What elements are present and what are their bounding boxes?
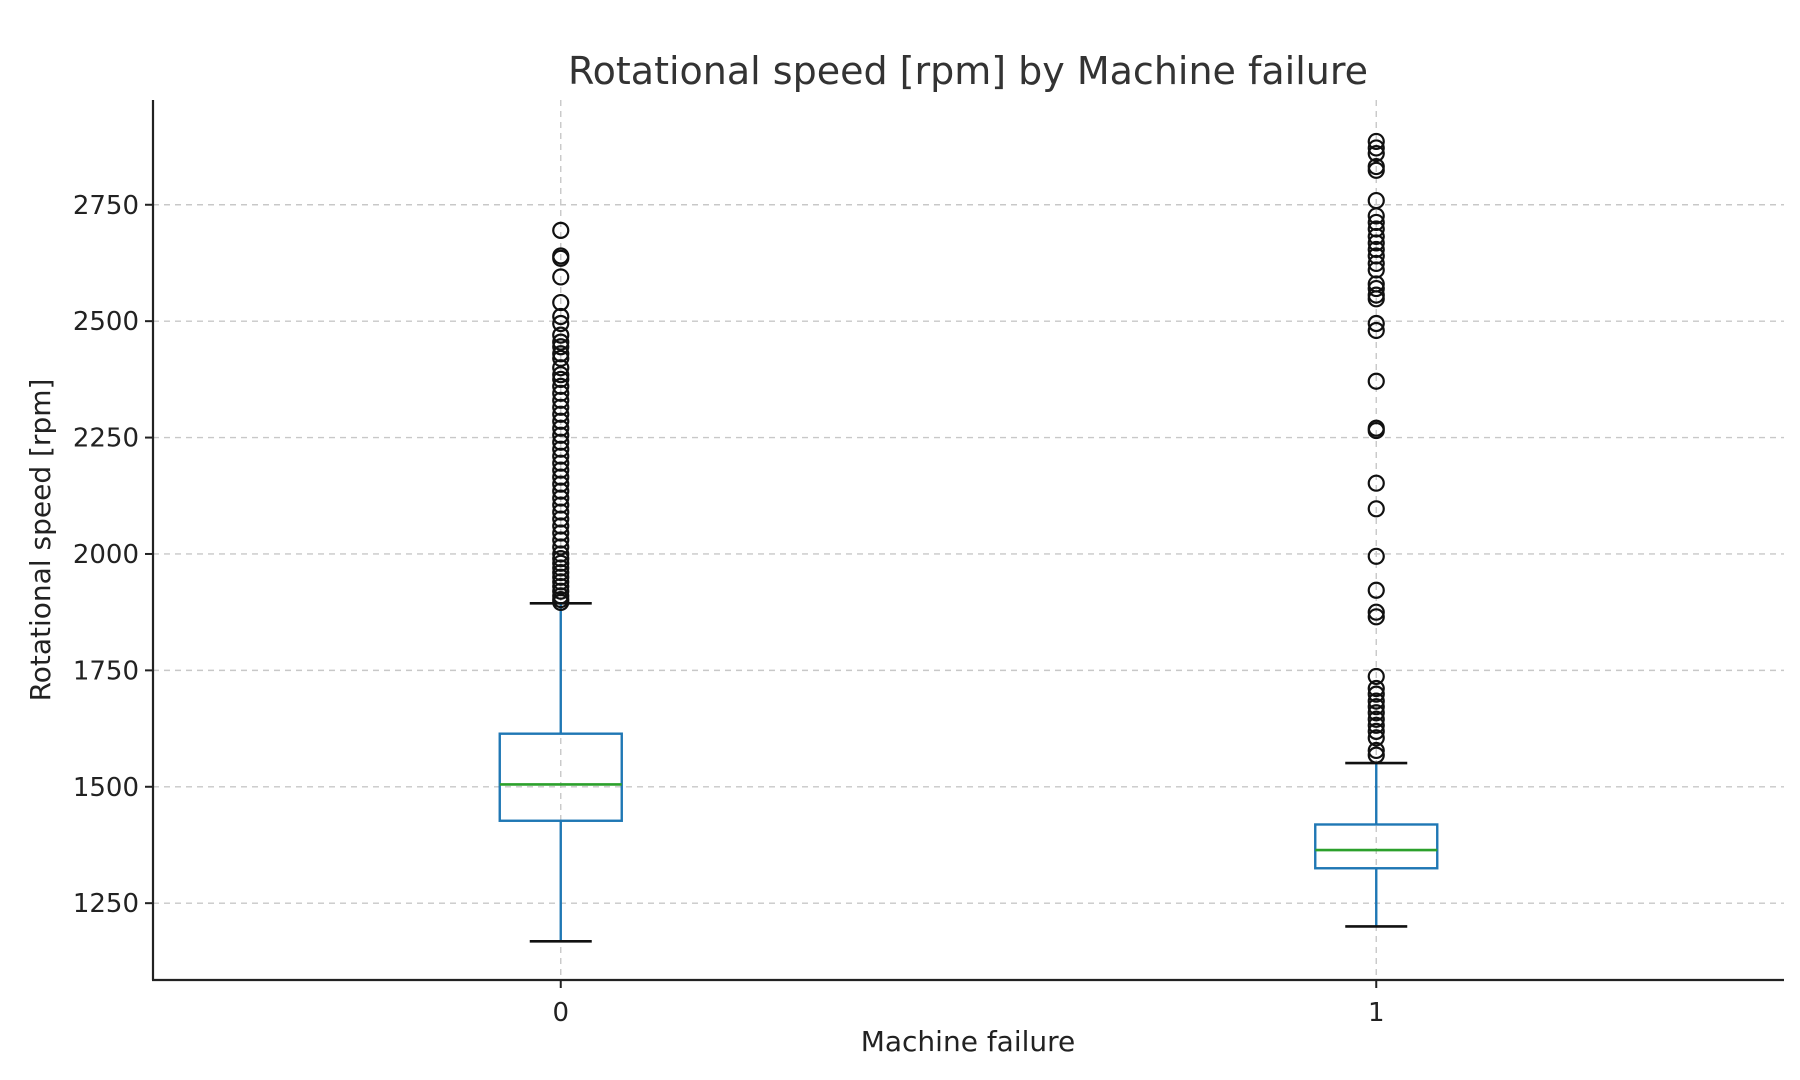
outlier-point <box>552 249 570 267</box>
y-tick-label: 2500 <box>73 307 139 337</box>
outlier-point <box>1367 692 1385 710</box>
outlier-point <box>1367 290 1385 308</box>
outlier-point <box>552 338 570 356</box>
outlier-point <box>1367 685 1385 703</box>
outlier-point <box>552 314 570 333</box>
y-tick-label: 2750 <box>73 191 139 221</box>
y-tick-label: 2250 <box>73 424 139 454</box>
outlier-point <box>552 538 570 556</box>
outlier-point <box>552 307 570 326</box>
outlier-point <box>552 366 570 384</box>
outlier-point <box>1367 716 1385 734</box>
y-tick-label: 1500 <box>73 773 139 803</box>
outlier-point <box>1367 421 1385 440</box>
box-group-0 <box>498 221 623 943</box>
x-axis-label: Machine failure <box>861 1025 1076 1058</box>
y-axis-label: Rotational speed [rpm] <box>24 379 57 702</box>
outlier-point <box>1367 500 1385 518</box>
outlier-point <box>1367 729 1385 747</box>
outlier-point <box>552 349 570 368</box>
outlier-point <box>552 221 570 239</box>
y-tick-label: 2000 <box>73 540 139 570</box>
outlier-point <box>1367 279 1385 298</box>
outlier-point <box>1367 234 1385 252</box>
outlier-point <box>552 326 570 344</box>
outlier-point <box>1367 547 1385 565</box>
x-tick-label: 1 <box>1368 998 1385 1028</box>
outlier-point <box>1367 161 1385 179</box>
outlier-point <box>1367 698 1385 716</box>
outlier-point <box>1367 372 1385 390</box>
boxes <box>498 132 1439 943</box>
y-tick-label: 1750 <box>73 656 139 686</box>
outlier-point <box>552 593 570 611</box>
outlier-point <box>1367 722 1385 740</box>
outlier-point <box>1367 132 1385 151</box>
y-tick-label: 1250 <box>73 889 139 919</box>
outlier-point <box>1367 254 1385 273</box>
outlier-point <box>1367 667 1385 686</box>
chart-title: Rotational speed [rpm] by Machine failur… <box>568 49 1368 93</box>
outlier-point <box>1367 474 1385 492</box>
outlier-point <box>552 268 570 286</box>
box-group-1 <box>1314 132 1439 928</box>
outlier-point <box>1367 581 1385 599</box>
outlier-point <box>1367 321 1385 340</box>
outlier-point <box>1367 679 1385 698</box>
outlier-point <box>552 359 570 377</box>
outlier-point <box>1367 704 1385 722</box>
outlier-point <box>1367 139 1385 157</box>
outlier-point <box>1367 608 1385 626</box>
iqr-box <box>1314 823 1439 870</box>
x-tick-label: 0 <box>552 998 569 1028</box>
outlier-point <box>1367 314 1385 333</box>
outlier-point <box>1367 746 1385 764</box>
outlier-point <box>1367 207 1385 225</box>
axes <box>151 100 1784 982</box>
outlier-point <box>1367 741 1385 760</box>
outlier-point <box>1367 603 1385 621</box>
iqr-box <box>498 732 623 822</box>
gridlines <box>153 100 1784 980</box>
outlier-point <box>1367 144 1385 163</box>
outlier-point <box>1367 710 1385 728</box>
y-ticks: 1250 1500 1750 2000 2250 2500 2750 <box>73 191 153 919</box>
outlier-point <box>1367 227 1385 246</box>
outlier-point <box>552 333 570 351</box>
outlier-point <box>552 582 570 600</box>
